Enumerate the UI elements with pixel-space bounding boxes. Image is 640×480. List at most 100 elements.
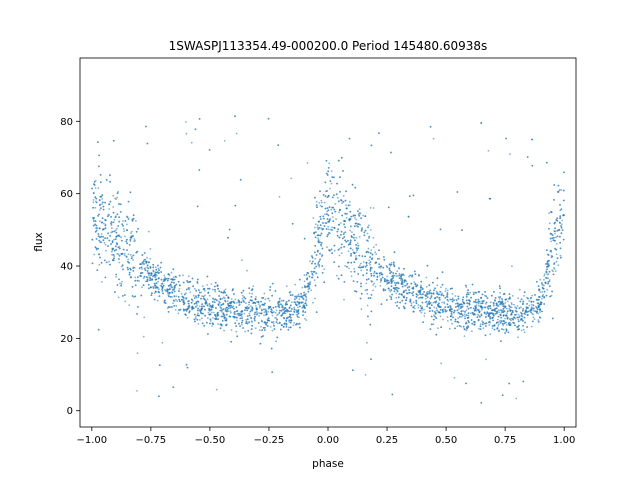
data-point <box>378 132 380 135</box>
data-point <box>378 249 380 252</box>
data-point <box>186 316 189 319</box>
data-point <box>480 296 482 299</box>
data-point <box>314 251 316 254</box>
data-point <box>261 329 264 332</box>
data-point <box>477 298 480 301</box>
data-point <box>446 293 449 296</box>
data-point <box>449 298 452 301</box>
data-point <box>227 297 230 299</box>
data-point <box>265 323 267 325</box>
data-point <box>104 227 107 230</box>
data-point <box>324 207 327 210</box>
data-point <box>554 232 556 235</box>
data-point <box>411 292 413 295</box>
data-point <box>339 222 342 224</box>
data-point <box>219 323 222 326</box>
data-point <box>528 299 531 302</box>
data-point <box>510 317 513 320</box>
data-point <box>354 258 357 261</box>
data-point <box>440 294 443 297</box>
data-point <box>379 266 382 269</box>
data-point <box>480 314 483 317</box>
data-point <box>151 275 154 278</box>
data-point <box>193 302 196 305</box>
data-point <box>326 196 329 199</box>
data-point <box>303 291 305 294</box>
data-point <box>510 306 513 309</box>
data-point <box>303 280 306 283</box>
data-point <box>531 313 534 315</box>
data-point <box>465 329 468 332</box>
data-point <box>345 204 347 207</box>
data-point <box>438 311 441 313</box>
data-point <box>323 201 326 204</box>
data-point <box>477 302 480 305</box>
data-point <box>485 313 488 315</box>
data-point <box>160 261 163 264</box>
data-point <box>369 323 372 326</box>
data-point <box>419 293 421 295</box>
data-point <box>532 320 534 323</box>
data-point <box>327 195 330 197</box>
data-point <box>219 309 222 312</box>
data-point <box>436 296 439 298</box>
data-point <box>333 261 336 263</box>
data-point <box>493 324 496 327</box>
data-point <box>110 224 113 227</box>
data-point <box>304 294 306 296</box>
data-point <box>173 286 176 289</box>
data-point <box>405 299 407 302</box>
data-point <box>196 314 199 317</box>
data-point <box>547 277 549 280</box>
data-point <box>559 241 561 244</box>
data-point <box>103 259 106 262</box>
data-point <box>560 189 563 191</box>
data-point <box>136 279 139 282</box>
data-point <box>304 317 306 320</box>
data-point <box>95 224 98 227</box>
data-point <box>326 246 328 249</box>
data-point <box>533 318 536 321</box>
data-point <box>359 297 362 300</box>
data-point <box>389 290 392 293</box>
data-point <box>466 326 468 328</box>
data-point <box>451 287 453 290</box>
data-point <box>294 298 296 301</box>
data-point <box>129 191 132 194</box>
data-point <box>355 247 358 250</box>
data-point <box>314 258 317 260</box>
data-point <box>546 260 549 262</box>
data-point <box>550 211 552 213</box>
data-point <box>343 245 345 248</box>
data-point <box>440 362 443 365</box>
data-point <box>266 319 269 322</box>
data-point <box>116 253 119 255</box>
data-point <box>131 295 134 297</box>
data-point <box>263 321 266 324</box>
data-point <box>172 386 175 388</box>
data-point <box>439 315 442 318</box>
data-point <box>274 306 277 308</box>
data-point <box>354 214 357 217</box>
data-point <box>140 263 142 266</box>
data-point <box>112 259 115 261</box>
data-point <box>187 305 190 308</box>
data-point <box>326 218 329 220</box>
data-point <box>365 278 368 281</box>
data-point <box>241 259 243 262</box>
data-point <box>522 300 525 303</box>
data-point <box>349 200 351 203</box>
data-point <box>147 283 150 286</box>
data-point <box>110 216 112 218</box>
data-point <box>522 308 524 310</box>
data-point <box>126 242 128 245</box>
data-point <box>382 289 385 292</box>
data-point <box>516 316 519 319</box>
data-point <box>303 305 306 307</box>
data-point <box>552 236 555 239</box>
data-point <box>343 223 345 226</box>
data-point <box>201 322 204 325</box>
data-point <box>154 284 156 287</box>
data-point <box>324 181 327 184</box>
data-point <box>150 286 152 289</box>
